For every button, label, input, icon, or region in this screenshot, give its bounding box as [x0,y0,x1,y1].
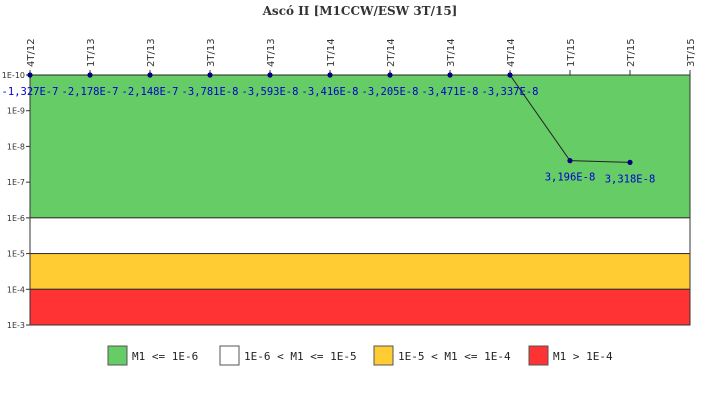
x-tick-label: 1T/13 [86,38,97,67]
data-label: -3,205E-8 [362,86,419,98]
data-label: -3,337E-8 [482,86,539,98]
legend-swatch [219,345,240,366]
legend-swatch [107,345,128,366]
x-tick-label: 2T/15 [626,38,637,67]
legend-label: M1 > 1E-4 [553,350,613,363]
data-point [567,158,573,164]
legend: M1 <= 1E-6 1E-6 < M1 <= 1E-5 1E-5 < M1 <= … [107,345,613,366]
x-tick-label: 4T/12 [26,38,37,67]
data-label: -2,148E-7 [122,86,179,98]
data-point [267,72,273,78]
data-label: -3,781E-8 [182,86,239,98]
data-point [387,72,393,78]
data-label: -3,471E-8 [422,86,479,98]
x-tick-label: 4T/14 [506,38,517,67]
legend-label: M1 <= 1E-6 [132,350,198,363]
data-point [507,72,513,78]
data-label: -1,327E-7 [2,86,59,98]
y-tick-label: 1E-6 [7,214,25,223]
band-1 [29,217,691,255]
band-3 [29,288,691,326]
y-tick-label: 1E-5 [7,250,25,259]
data-label: -3,416E-8 [302,86,359,98]
data-point [207,72,213,78]
band-0 [29,74,691,219]
data-labels: -1,327E-7 -2,178E-7 -2,148E-7 -3,781E-8 -3,5… [2,86,656,185]
x-tick-label: 3T/13 [206,38,217,67]
y-tick-label: 1E-3 [7,321,25,330]
data-label: -3,593E-8 [242,86,299,98]
legend-label: 1E-5 < M1 <= 1E-4 [398,350,511,363]
legend-label: 1E-6 < M1 <= 1E-5 [244,350,357,363]
chart-title: Ascó II [M1CCW/ESW 3T/15] [262,4,458,18]
y-tick-label: 1E-9 [7,107,25,116]
data-label: -2,178E-7 [62,86,119,98]
x-tick-label: 3T/14 [446,38,457,67]
data-label: 3,318E-8 [605,173,656,185]
x-tick-label: 4T/13 [266,38,277,67]
x-tick-label: 2T/13 [146,38,157,67]
legend-swatch [528,345,549,366]
x-tick-label: 2T/14 [386,38,397,67]
data-label: 3,196E-8 [545,172,596,184]
x-tick-label: 1T/15 [566,38,577,67]
x-tick-label: 3T/15 [686,38,697,67]
band-2 [29,253,691,290]
y-tick-label: 1E-8 [7,142,25,151]
data-point [27,72,33,78]
y-tick-label: 1E-4 [7,285,25,294]
series [27,72,633,165]
x-tick-label: 1T/14 [326,38,337,67]
legend-swatch [373,345,394,366]
data-point [447,72,453,78]
data-point [147,72,153,78]
data-point [627,159,633,165]
risk-bands [29,74,691,326]
y-tick-label: 1E-10 [2,71,25,80]
y-tick-label: 1E-7 [7,178,25,187]
data-point [87,72,93,78]
data-point [327,72,333,78]
